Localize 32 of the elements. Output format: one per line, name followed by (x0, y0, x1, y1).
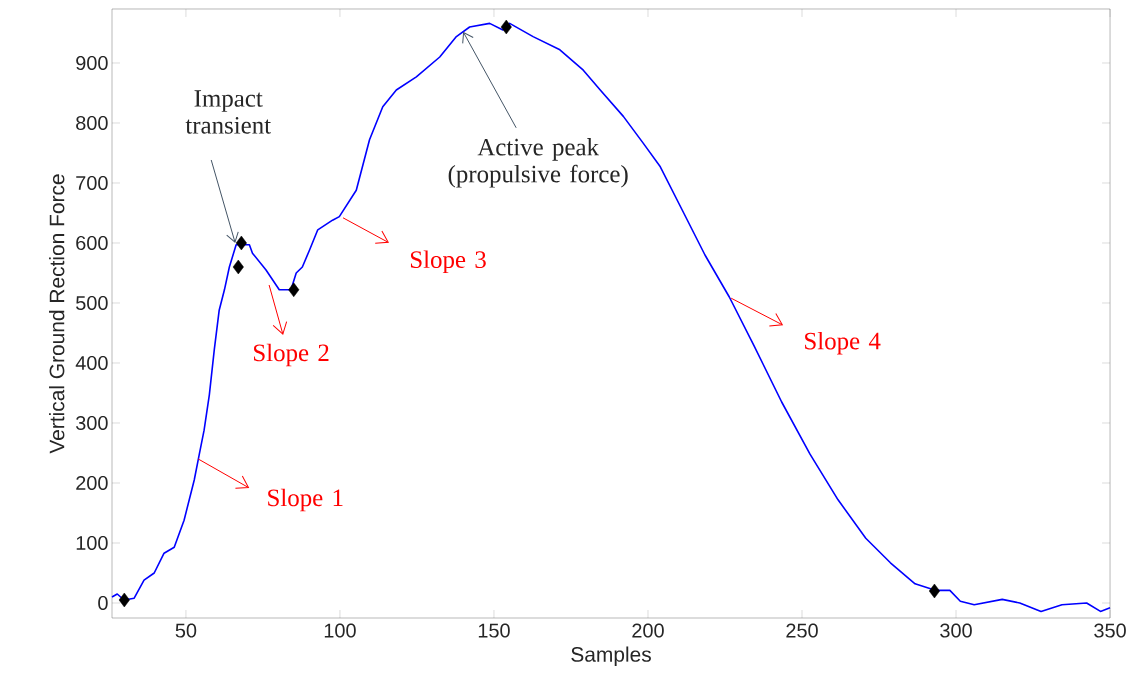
annotation: Slope 3 (410, 250, 486, 274)
y-tick-label: 0 (98, 595, 108, 611)
point (500, 19, 512, 35)
annotation: Slope 2 (254, 343, 329, 367)
annotation: Active peak (propulsive force) (448, 138, 628, 188)
y-tick-label: 900 (76, 55, 108, 71)
x-tick-label: 350 (1094, 623, 1126, 638)
y-tick-label: 200 (76, 475, 108, 491)
y-tick-label: 800 (76, 115, 108, 131)
y-tick-label: 300 (76, 415, 108, 431)
point (232, 259, 244, 275)
line-series (111, 22, 1111, 613)
y-tick-label: 100 (76, 535, 108, 551)
y-tick-label: 500 (76, 295, 108, 311)
annotation: Impact transient (185, 90, 271, 134)
point (118, 592, 130, 608)
point (928, 583, 940, 599)
y-tick-label: 700 (76, 175, 108, 191)
point (288, 282, 300, 298)
x-tick-label: 100 (324, 623, 356, 638)
x-tick-label: 250 (786, 623, 818, 638)
x-tick-label: 150 (478, 623, 510, 638)
y-axis-title: Vertical Ground Rection Force (49, 174, 65, 454)
point (235, 235, 247, 251)
annotation: Slope 1 (268, 488, 343, 512)
y-tick-label: 400 (75, 355, 108, 371)
x-tick-label: 300 (940, 623, 972, 638)
y-tick-label: 600 (76, 235, 108, 251)
x-tick-label: 50 (175, 623, 197, 638)
x-tick-label: 200 (632, 623, 664, 638)
annotation: Slope 4 (805, 331, 881, 355)
x-axis-title: Samples (571, 646, 651, 666)
